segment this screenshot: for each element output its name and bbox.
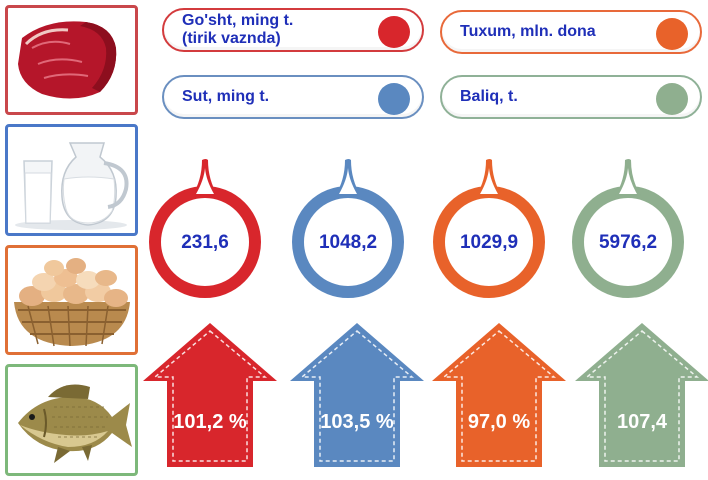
value-meat-bubble: 231,6 <box>140 150 270 300</box>
value-milk-bubble: 1048,2 <box>283 150 413 300</box>
value-egg-bubble: 1029,9 <box>424 150 554 300</box>
growth-meat: 101,2 % <box>173 411 247 433</box>
legend-meat-line2: (tirik vaznda) <box>182 30 281 47</box>
milk-image-tile <box>5 124 138 236</box>
meat-image-tile <box>5 5 138 115</box>
legend-fish-label: Baliq, t. <box>460 88 518 105</box>
growth-fish-arrow: 107,4 <box>575 323 708 473</box>
legend-milk: Sut, ming t. <box>162 75 424 119</box>
growth-milk-arrow: 103,5 % <box>290 323 424 473</box>
legend-fish: Baliq, t. <box>440 75 702 119</box>
value-milk: 1048,2 <box>318 232 378 253</box>
growth-fish: 107,4 <box>616 411 668 433</box>
milk-image <box>15 142 129 230</box>
growth-egg-arrow: 97,0 % <box>432 323 566 473</box>
value-fish: 5976,2 <box>598 232 658 253</box>
growth-egg: 97,0 % <box>467 411 531 433</box>
growth-milk: 103,5 % <box>320 411 394 433</box>
legend-egg-label: Tuxum, mln. dona <box>460 23 596 40</box>
legend-fish-dot <box>656 83 688 115</box>
growth-meat-arrow: 101,2 % <box>143 323 277 473</box>
legend-egg: Tuxum, mln. dona <box>440 10 702 54</box>
fish-image <box>18 384 132 463</box>
value-fish-bubble: 5976,2 <box>563 150 693 300</box>
legend-meat-label: Go'sht, ming t. (tirik vaznda) <box>182 10 293 50</box>
legend-meat-dot <box>378 16 410 48</box>
legend-milk-label: Sut, ming t. <box>182 88 270 105</box>
eggs-image <box>14 258 130 347</box>
eggs-image-tile <box>5 245 138 355</box>
value-meat: 231,6 <box>181 232 229 253</box>
legend-meat-line1: Go'sht, ming t. <box>182 12 294 29</box>
legend-egg-dot <box>656 18 688 50</box>
legend-meat: Go'sht, ming t. (tirik vaznda) <box>162 8 424 52</box>
fish-image-tile <box>5 364 138 476</box>
meat-image <box>18 21 117 99</box>
legend-milk-dot <box>378 83 410 115</box>
value-egg: 1029,9 <box>459 232 519 253</box>
